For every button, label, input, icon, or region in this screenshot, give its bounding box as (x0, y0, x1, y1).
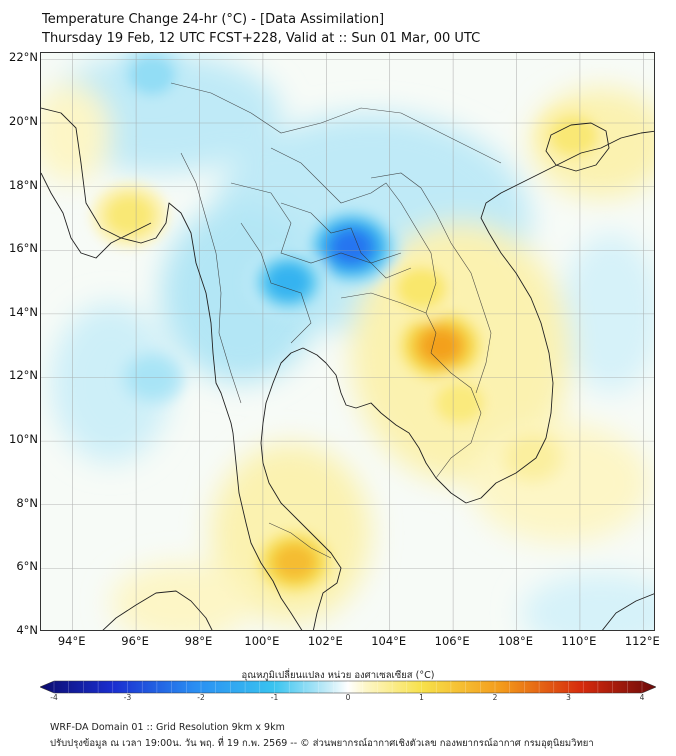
coastline-gulf-north (302, 347, 467, 504)
anomaly-warming-south-vietnam (422, 372, 497, 434)
colorbar-tick-label: 2 (492, 693, 498, 702)
anomaly-ring (332, 230, 371, 264)
lon-tick-label: 96°E (121, 634, 149, 648)
anomaly-ring (548, 114, 599, 157)
anomaly-ring (104, 194, 155, 237)
coastlines (41, 107, 654, 630)
colorbar-tick-label: 0 (345, 693, 351, 702)
anomaly-ring (435, 382, 484, 424)
footer-model-info: WRF-DA Domain 01 :: Grid Resolution 9km … (50, 722, 285, 733)
province-lines-3 (280, 202, 412, 279)
coastline-gulf-west (260, 347, 342, 630)
coastline-andaman-west (232, 432, 303, 630)
anomaly-warming-hainan (535, 104, 612, 168)
anomaly-warming-cambodia (391, 304, 489, 387)
lat-tick-label: 6°N (16, 559, 38, 574)
anomaly-warming-malay-peninsula (249, 524, 340, 600)
colorbar-title: อุณหภูมิเปลี่ยนแปลง หน่วย องศาเซลเซียส (… (241, 670, 435, 681)
anomaly-ring (128, 55, 176, 95)
colorbar-tick-label: -3 (123, 693, 132, 702)
border-myanmar-thailand (180, 152, 242, 404)
lat-tick-label: 16°N (9, 241, 38, 256)
lon-tick-label: 102°E (307, 634, 343, 648)
lat-tick-label: 18°N (9, 177, 38, 192)
lat-tick-label: 10°N (9, 432, 38, 447)
colorbar-tick-label: -1 (270, 693, 279, 702)
lat-tick-label: 4°N (16, 623, 38, 637)
anomaly-warming-south-sea (499, 429, 566, 485)
anomaly-ring (396, 267, 447, 310)
lat-tick-label: 22°N (9, 50, 38, 65)
warm-field-south (111, 563, 251, 630)
anomaly-ring (266, 263, 311, 301)
colorbar-tick-label: 4 (639, 693, 645, 702)
colorbar-tick-label: 3 (566, 693, 571, 702)
coastline-vietnam (465, 130, 654, 504)
lon-tick-label: 104°E (371, 634, 407, 648)
colorbar-level-lines (53, 681, 643, 693)
cool-field-southeast (521, 573, 654, 630)
lon-tick-label: 98°E (184, 634, 213, 648)
cool-field-andaman (51, 303, 171, 463)
lon-tick-label: 108°E (498, 634, 533, 648)
anomaly-ring (274, 545, 315, 579)
lon-tick-label: 94°E (57, 634, 86, 648)
map-title: Temperature Change 24-hr (°C) - [Data As… (42, 12, 385, 27)
coastline-borneo (602, 593, 654, 630)
lat-tick-label: 14°N (9, 304, 38, 319)
lon-tick-label: 112°E (624, 634, 660, 648)
colorbar-tick-label: 1 (419, 693, 424, 702)
border-china-north (170, 82, 502, 164)
border-laos-vietnam (370, 172, 492, 394)
lon-tick-label: 106°E (434, 634, 470, 648)
colorbar (40, 680, 656, 694)
lat-tick-label: 12°N (9, 368, 38, 383)
lon-tick-label: 110°E (561, 634, 597, 648)
anomaly-warming-bay-of-bengal (92, 183, 168, 247)
province-lines-2 (240, 222, 312, 344)
anomaly-ring (421, 329, 460, 362)
colorbar-tick-label: -4 (50, 693, 58, 702)
border-cambodia-vietnam (430, 352, 482, 479)
lat-tick-label: 20°N (9, 113, 38, 128)
border-thailand-laos (270, 147, 437, 314)
footer-credit: ปรับปรุงข้อมูล ณ เวลา 19:00น. วัน พฤ. ที… (50, 738, 594, 749)
admin-borders (170, 82, 502, 559)
graticule (41, 53, 654, 630)
border-thailand-cambodia (340, 292, 437, 354)
lat-tick-label: 8°N (16, 495, 38, 510)
temperature-change-map[interactable] (41, 53, 655, 631)
coastline-hainan (545, 122, 610, 172)
coastline-sumatra (102, 590, 213, 630)
coastline-mainland-north (41, 107, 234, 434)
province-lines-1 (230, 182, 402, 264)
lon-tick-label: 100°E (244, 634, 280, 648)
coastline-myanmar-west (41, 172, 152, 259)
colorbar-tick-label: -2 (197, 693, 205, 702)
map-subtitle: Thursday 19 Feb, 12 UTC FCST+228, Valid … (42, 31, 481, 46)
border-thailand-malaysia (268, 522, 332, 559)
warm-field-west (41, 83, 111, 183)
anomaly-warming-south-laos (382, 255, 460, 321)
cool-field-east (561, 233, 654, 393)
anomaly-cooling-central-thailand (246, 246, 331, 318)
anomaly-cooling-north-myanmar (117, 53, 187, 105)
map-panel[interactable] (40, 52, 655, 631)
anomaly-ring (509, 438, 555, 476)
